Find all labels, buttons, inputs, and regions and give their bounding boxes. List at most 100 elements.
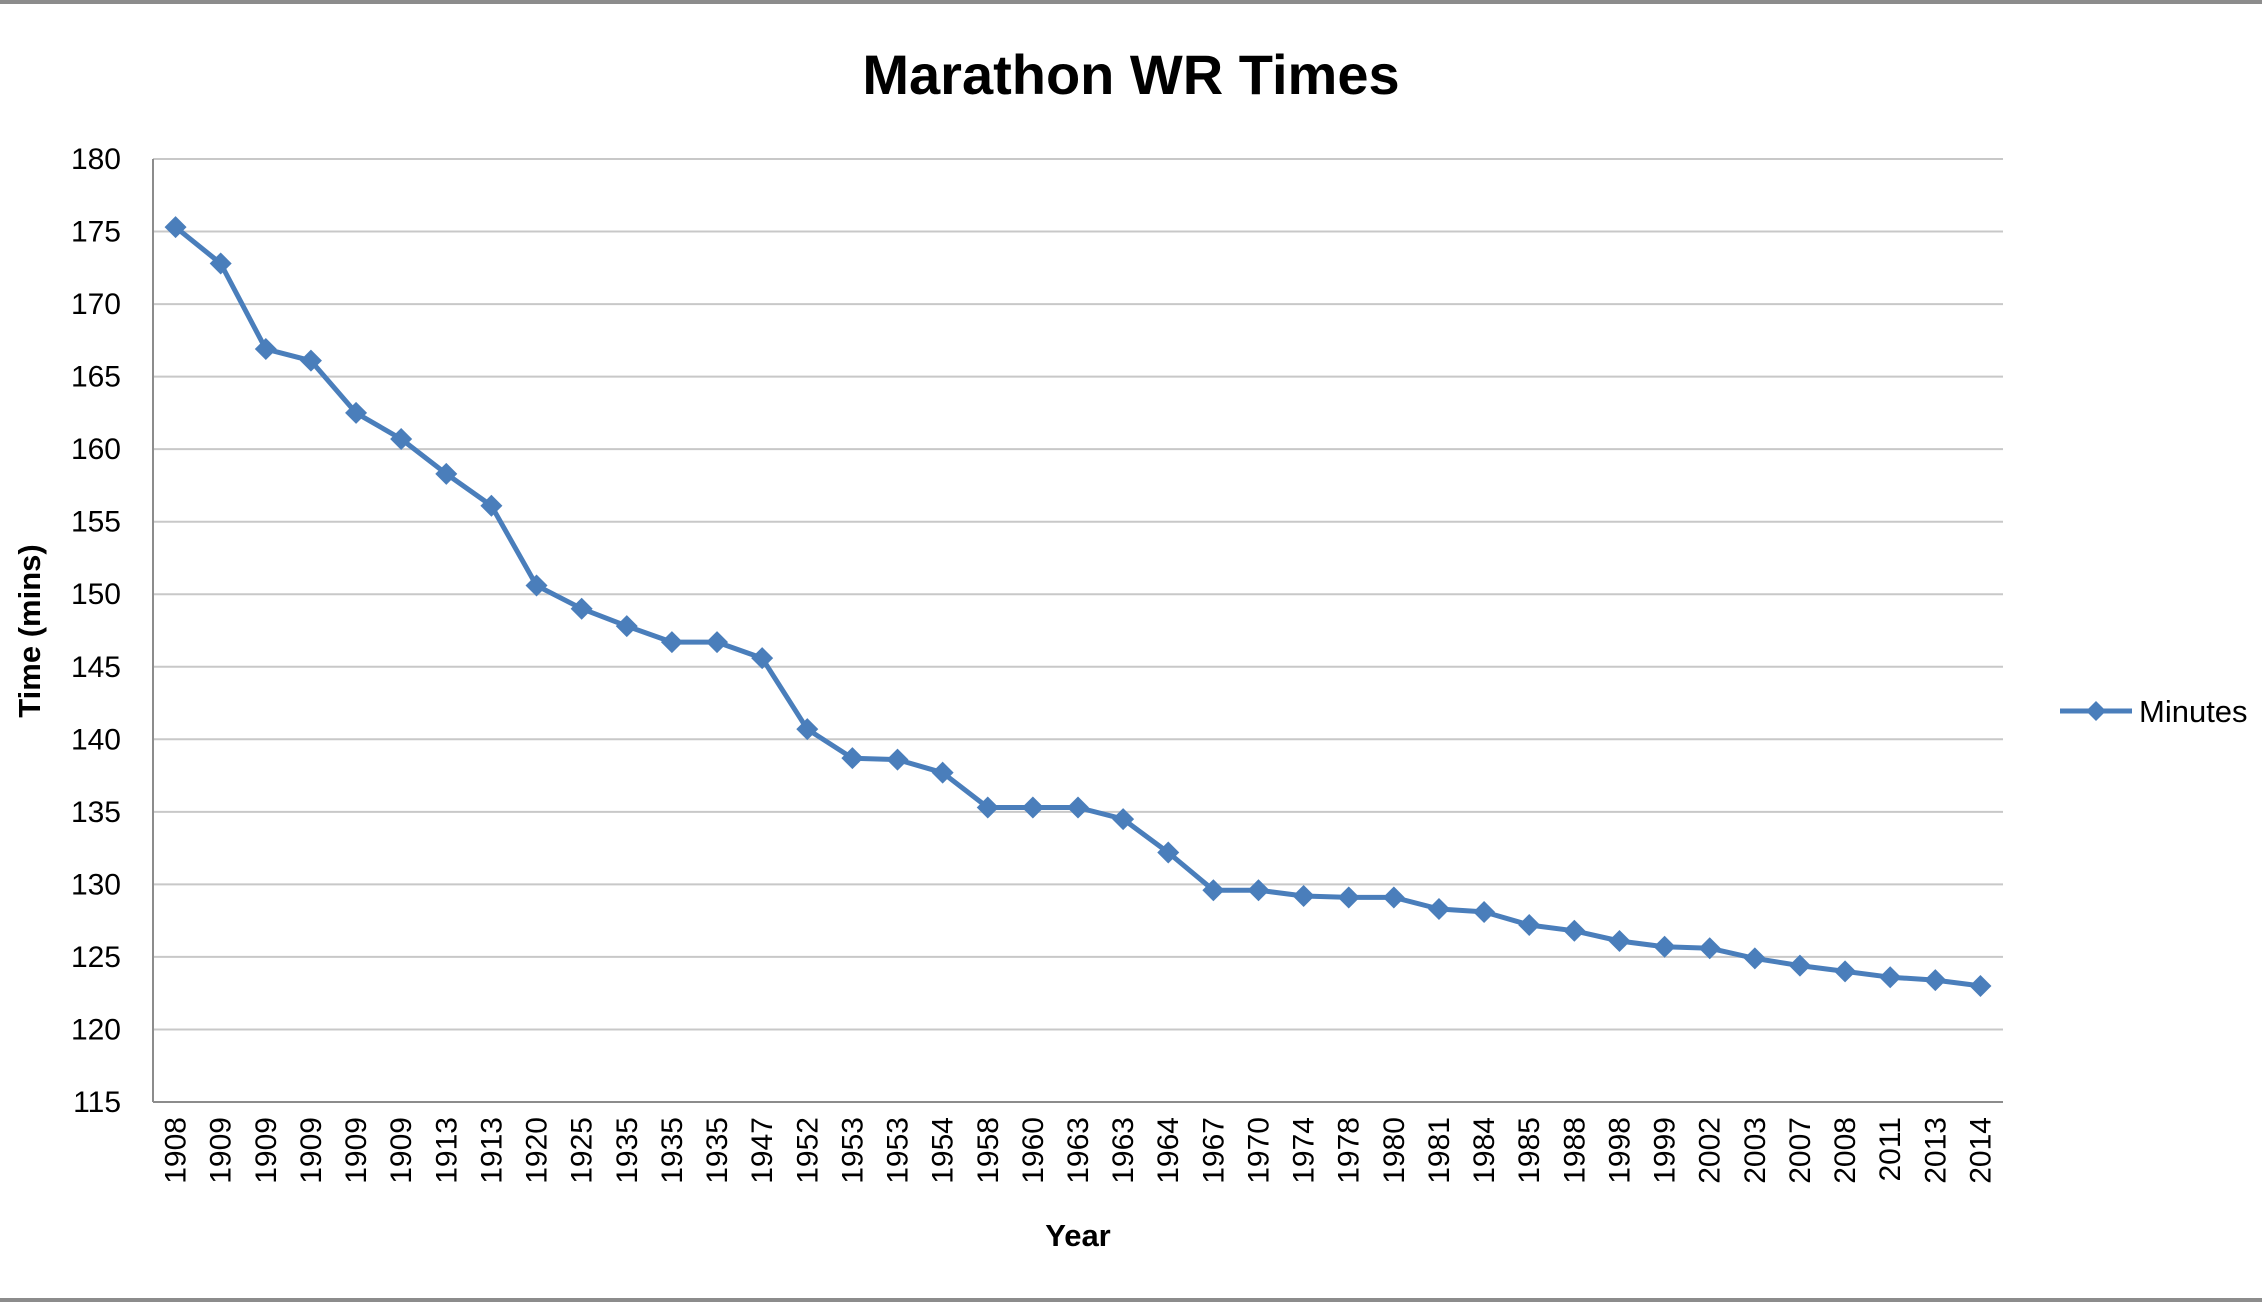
data-point-marker <box>1653 935 1676 958</box>
x-tick-label: 1978 <box>1333 1117 1366 1184</box>
x-tick-label: 1980 <box>1378 1117 1411 1184</box>
data-point-marker <box>886 748 909 771</box>
x-tick-label: 1909 <box>205 1117 238 1184</box>
legend-diamond-marker <box>2086 701 2106 721</box>
x-axis-title: Year <box>1045 1218 1111 1253</box>
data-point-marker <box>480 494 503 517</box>
y-tick-label: 145 <box>71 651 121 684</box>
x-tick-label: 1963 <box>1062 1117 1095 1184</box>
data-point-marker <box>1969 974 1992 997</box>
gridlines <box>153 158 2003 1031</box>
x-tick-label: 1970 <box>1242 1117 1275 1184</box>
x-tick-label: 1920 <box>521 1117 554 1184</box>
y-tick-labels: 115 120 125 130 135 140 145 150 155 160 165 170 175 1… <box>71 143 121 1119</box>
data-point-marker <box>1202 879 1225 902</box>
data-point-marker <box>751 647 774 670</box>
x-tick-label: 1963 <box>1107 1117 1140 1184</box>
data-point-marker <box>660 631 683 654</box>
data-point-marker <box>1292 884 1315 907</box>
x-tick-label: 1988 <box>1558 1117 1591 1184</box>
data-point-marker <box>345 401 368 424</box>
data-point-marker <box>299 349 322 372</box>
x-tick-label: 2002 <box>1694 1117 1727 1184</box>
x-tick-label: 2011 <box>1874 1117 1907 1182</box>
data-point-marker <box>1337 886 1360 909</box>
data-point-marker <box>841 747 864 770</box>
y-tick-label: 130 <box>71 868 121 901</box>
data-point-marker <box>435 462 458 485</box>
data-point-marker <box>796 718 819 741</box>
data-point-marker <box>1879 966 1902 989</box>
x-tick-label: 1952 <box>791 1117 824 1184</box>
y-tick-label: 125 <box>71 941 121 974</box>
x-tick-label: 1953 <box>882 1117 915 1184</box>
data-point-marker <box>1247 879 1270 902</box>
data-point-marker <box>1698 937 1721 960</box>
x-tick-label: 1909 <box>250 1117 283 1184</box>
series-line <box>174 225 1981 989</box>
y-tick-label: 160 <box>71 433 121 466</box>
y-tick-label: 175 <box>71 216 121 249</box>
legend-label: Minutes <box>2139 694 2248 729</box>
data-point-marker <box>164 216 187 239</box>
x-tick-label: 1935 <box>656 1117 689 1184</box>
x-tick-label: 2008 <box>1829 1117 1862 1184</box>
data-point-marker <box>706 631 729 654</box>
chart-title: Marathon WR Times <box>862 43 1399 106</box>
axes <box>152 159 2003 1103</box>
x-tick-label: 1985 <box>1513 1117 1546 1184</box>
data-point-marker <box>570 597 593 620</box>
legend: Minutes <box>2060 694 2248 729</box>
x-tick-label: 2003 <box>1739 1117 1772 1184</box>
data-point-marker <box>1608 929 1631 952</box>
x-tick-label: 2007 <box>1784 1117 1817 1184</box>
data-point-marker <box>254 338 277 361</box>
x-tick-label: 2013 <box>1919 1117 1952 1184</box>
x-tick-label: 1974 <box>1288 1117 1321 1184</box>
x-tick-label: 1909 <box>295 1117 328 1184</box>
y-tick-label: 140 <box>71 723 121 756</box>
x-tick-label: 1953 <box>836 1117 869 1184</box>
x-tick-label: 1935 <box>701 1117 734 1184</box>
x-tick-label: 1967 <box>1197 1117 1230 1184</box>
y-tick-label: 155 <box>71 506 121 539</box>
data-point-marker <box>1067 796 1089 819</box>
x-tick-label: 1935 <box>611 1117 644 1184</box>
data-point-marker <box>615 615 638 638</box>
x-tick-label: 1960 <box>1017 1117 1050 1184</box>
data-point-marker <box>1427 898 1450 921</box>
x-tick-label: 2014 <box>1964 1117 1997 1184</box>
data-point-marker <box>390 427 413 450</box>
data-point-marker <box>1157 841 1180 864</box>
data-point-marker <box>976 796 999 819</box>
data-point-marker <box>1473 900 1496 923</box>
y-tick-label: 170 <box>71 288 121 321</box>
data-point-marker <box>1924 969 1947 992</box>
x-tick-label: 1925 <box>566 1117 599 1184</box>
y-axis-title: Time (mins) <box>12 544 47 717</box>
y-tick-label: 180 <box>71 143 121 176</box>
series-minutes <box>164 216 1992 997</box>
data-point-marker <box>1112 808 1135 831</box>
y-tick-label: 135 <box>71 796 121 829</box>
data-point-marker <box>1788 954 1811 977</box>
x-tick-label: 1947 <box>746 1117 779 1184</box>
x-tick-label: 1913 <box>475 1117 508 1184</box>
x-tick-labels: 1908 1909 1909 1909 1909 1909 1913 1913 1920 1925… <box>160 1117 1998 1184</box>
x-tick-label: 1999 <box>1649 1117 1682 1184</box>
x-tick-label: 1908 <box>160 1117 193 1184</box>
data-point-marker <box>1834 960 1857 983</box>
data-point-marker <box>1743 947 1766 970</box>
x-tick-label: 1981 <box>1423 1117 1456 1184</box>
x-tick-label: 1909 <box>340 1117 373 1184</box>
x-tick-label: 1909 <box>385 1117 418 1184</box>
data-point-marker <box>209 252 232 275</box>
line-chart: Marathon WR Times Time (mins) Year 115 12… <box>12 43 2248 1253</box>
data-point-marker <box>1382 886 1405 909</box>
data-point-marker <box>1518 914 1541 937</box>
x-tick-label: 1984 <box>1468 1117 1501 1184</box>
x-tick-label: 1998 <box>1603 1117 1636 1184</box>
x-tick-label: 1913 <box>430 1117 463 1184</box>
data-point-marker <box>1563 919 1586 942</box>
